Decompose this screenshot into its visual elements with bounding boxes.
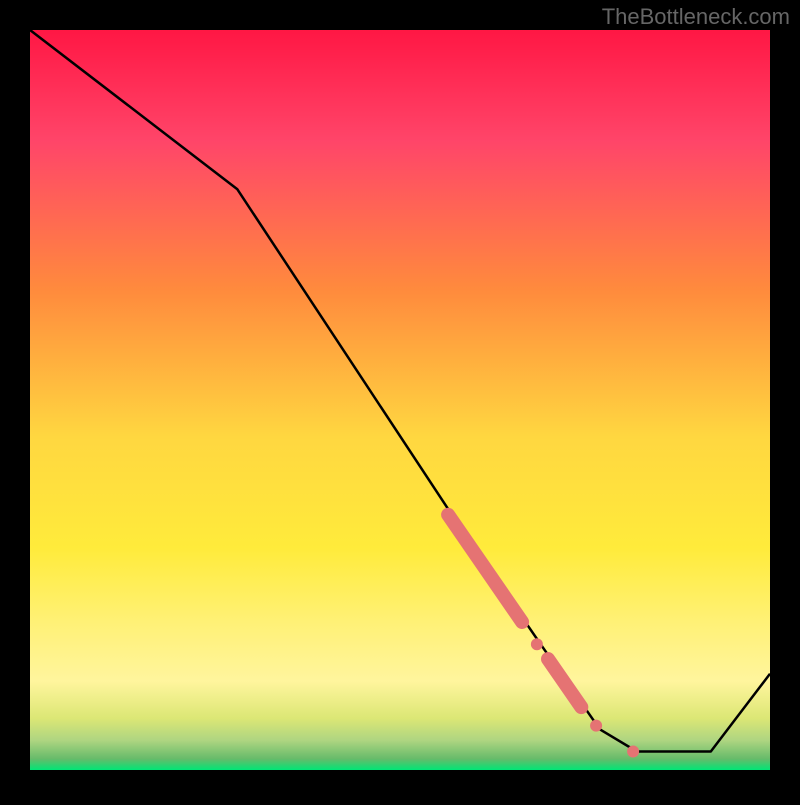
bottleneck-chart [0,0,800,800]
watermark-text: TheBottleneck.com [602,4,790,30]
chart-svg [0,0,800,800]
